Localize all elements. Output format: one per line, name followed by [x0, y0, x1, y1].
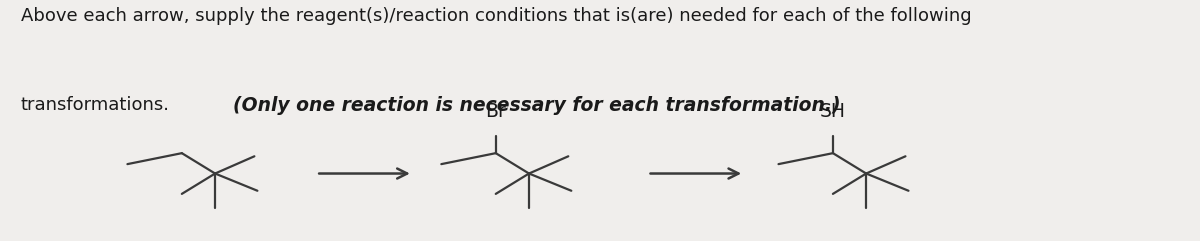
Text: Above each arrow, supply the reagent(s)/reaction conditions that is(are) needed : Above each arrow, supply the reagent(s)/… [20, 7, 972, 25]
Text: SH: SH [820, 102, 846, 121]
Text: (Only one reaction is necessary for each transformation.): (Only one reaction is necessary for each… [233, 96, 840, 115]
Text: transformations.: transformations. [20, 96, 170, 114]
Text: Br: Br [485, 102, 506, 121]
